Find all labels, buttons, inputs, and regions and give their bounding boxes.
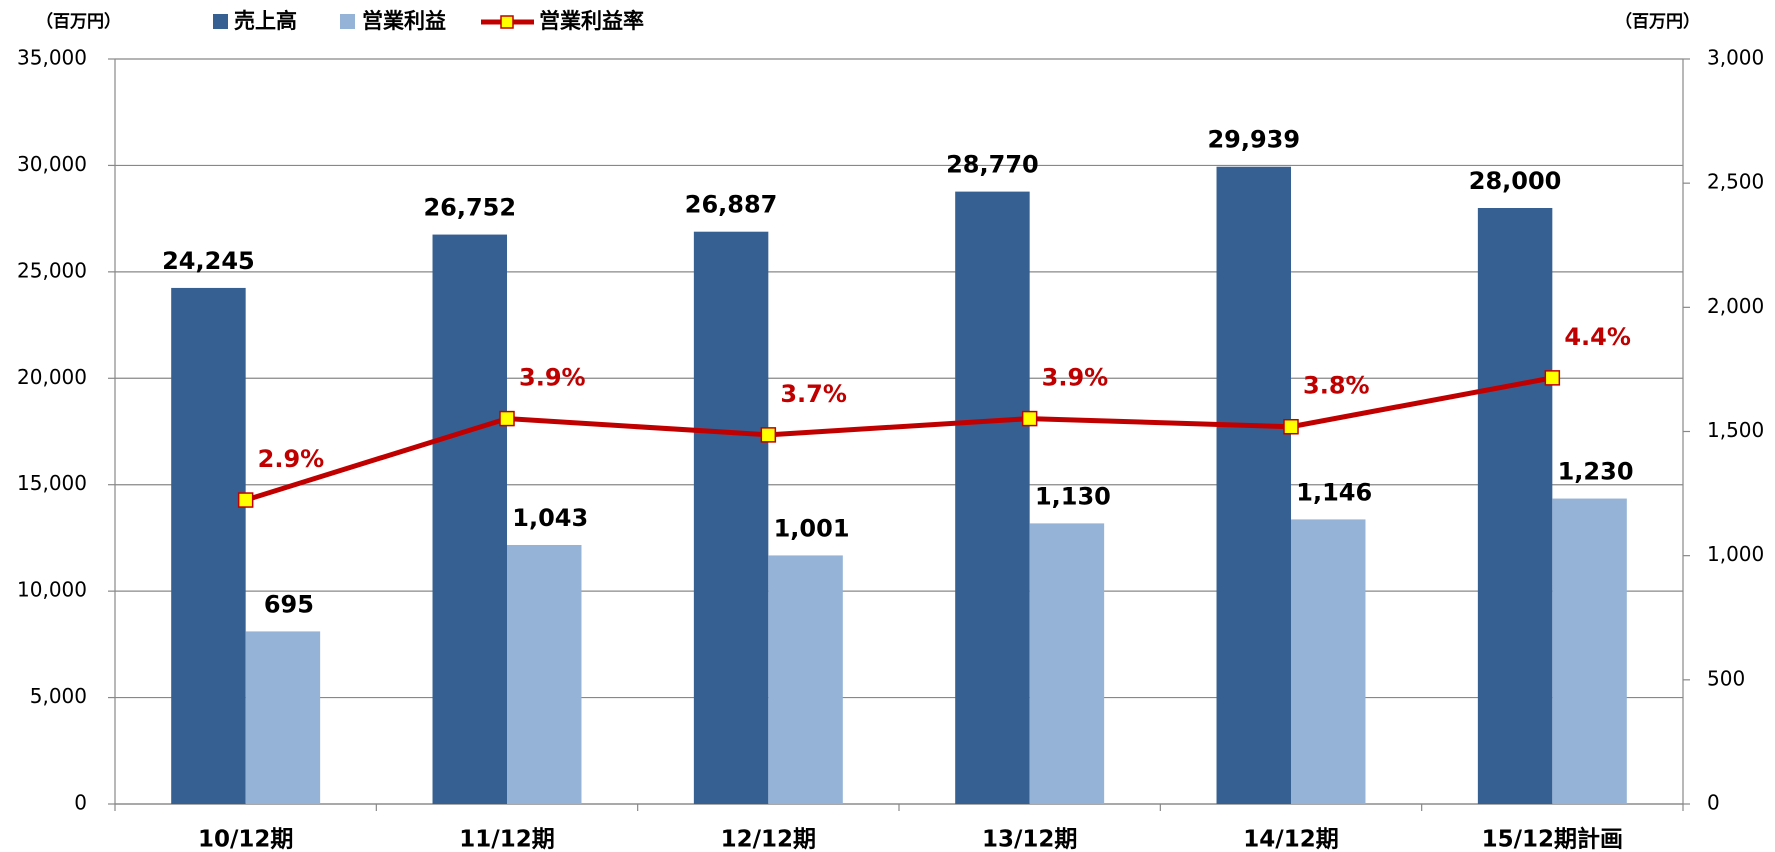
y-axis-label: （百万円）: [36, 11, 121, 32]
legend-swatch: [213, 14, 228, 29]
data-label: 28,000: [1469, 167, 1562, 195]
y-tick-label: 5,000: [30, 684, 87, 708]
data-label: 3.7%: [780, 380, 847, 408]
y-tick-label: 30,000: [17, 152, 87, 176]
data-label: 3.9%: [519, 364, 586, 392]
x-tick-label: 14/12期: [1243, 827, 1338, 852]
data-label: 26,887: [685, 191, 778, 219]
y2-tick-label: 0: [1707, 791, 1720, 815]
y2-tick-label: 500: [1707, 666, 1745, 690]
bar: [1477, 208, 1553, 804]
x-tick-label: 11/12期: [459, 827, 554, 852]
y2-tick-label: 1,000: [1707, 542, 1764, 566]
data-label: 26,752: [423, 194, 516, 222]
legend-label: 営業利益: [362, 9, 446, 33]
data-label: 2.9%: [258, 445, 325, 473]
data-label: 1,001: [774, 514, 850, 542]
data-label: 28,770: [946, 151, 1039, 179]
bar: [1552, 498, 1627, 804]
y-tick-label: 10,000: [17, 578, 87, 602]
line-marker: [1283, 418, 1299, 435]
x-tick-label: 13/12期: [982, 827, 1077, 852]
data-label: 1,130: [1035, 482, 1111, 510]
y2-tick-label: 3,000: [1707, 46, 1764, 70]
y2-tick-label: 2,000: [1707, 294, 1764, 318]
line-marker: [499, 410, 515, 427]
data-label: 3.9%: [1042, 364, 1109, 392]
bar: [1291, 519, 1366, 804]
bar: [432, 234, 507, 804]
bar: [1029, 523, 1105, 804]
line-marker: [237, 492, 254, 508]
x-tick-label: 10/12期: [198, 827, 293, 852]
data-label: 1,043: [512, 504, 588, 532]
bar: [507, 544, 582, 804]
data-label: 3.8%: [1303, 372, 1370, 400]
line-marker: [1021, 410, 1038, 427]
data-label: 24,245: [162, 247, 255, 275]
legend-label: 営業利益率: [539, 9, 644, 33]
y-tick-label: 0: [74, 791, 87, 815]
bar: [171, 287, 246, 804]
y-tick-label: 25,000: [17, 258, 87, 282]
legend-swatch: [340, 14, 355, 29]
legend-marker: [500, 15, 514, 29]
bar: [768, 555, 843, 804]
bar: [1216, 166, 1291, 805]
data-label: 29,939: [1207, 126, 1300, 154]
data-label: 695: [264, 590, 314, 618]
data-label: 1,146: [1296, 478, 1372, 506]
data-label: 4.4%: [1564, 323, 1631, 351]
y2-tick-label: 2,500: [1707, 170, 1764, 194]
y-tick-label: 15,000: [17, 471, 87, 495]
line: [244, 375, 1553, 503]
y2-tick-label: 1,500: [1707, 418, 1764, 442]
x-tick-label: 15/12期計画: [1482, 826, 1623, 852]
y-tick-label: 20,000: [17, 365, 87, 389]
data-label: 1,230: [1558, 458, 1634, 486]
bar: [693, 231, 769, 805]
legend-label: 売上高: [234, 9, 297, 33]
line-marker: [760, 427, 777, 443]
bar: [955, 191, 1030, 805]
y-tick-label: 35,000: [17, 46, 87, 70]
y2-axis-label: （百万円）: [1615, 11, 1700, 32]
x-tick-label: 12/12期: [721, 827, 816, 852]
line-marker: [1544, 370, 1561, 386]
bar: [245, 631, 321, 804]
